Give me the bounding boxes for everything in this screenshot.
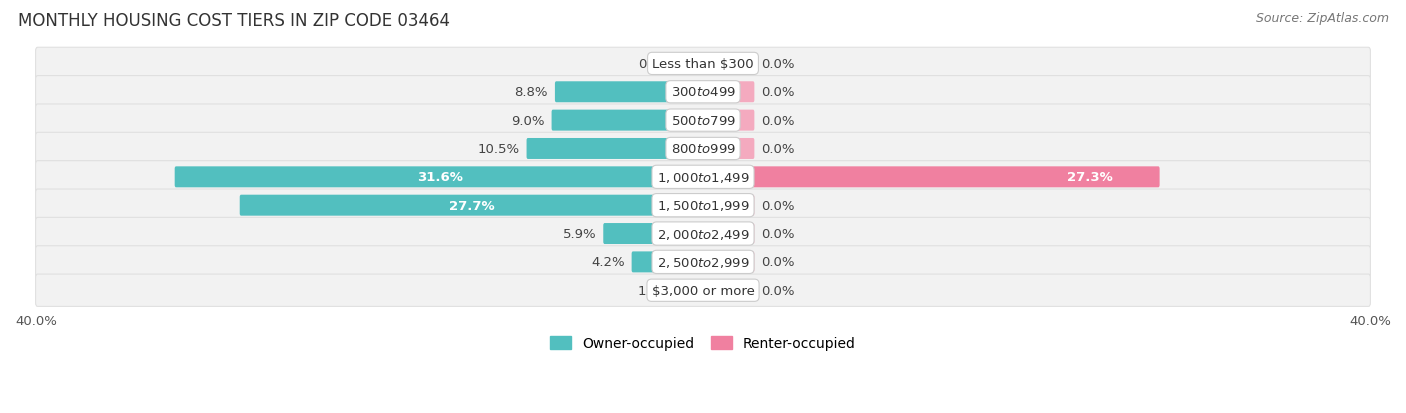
Text: 31.6%: 31.6% — [416, 171, 463, 184]
FancyBboxPatch shape — [35, 246, 1371, 278]
FancyBboxPatch shape — [527, 139, 704, 159]
FancyBboxPatch shape — [603, 223, 704, 244]
FancyBboxPatch shape — [688, 54, 704, 75]
FancyBboxPatch shape — [35, 218, 1371, 250]
FancyBboxPatch shape — [174, 167, 704, 188]
Text: $1,500 to $1,999: $1,500 to $1,999 — [657, 199, 749, 213]
Text: Less than $300: Less than $300 — [652, 58, 754, 71]
Text: $3,000 or more: $3,000 or more — [651, 284, 755, 297]
Text: 27.3%: 27.3% — [1067, 171, 1114, 184]
Text: Source: ZipAtlas.com: Source: ZipAtlas.com — [1256, 12, 1389, 25]
Text: 0.0%: 0.0% — [762, 58, 794, 71]
FancyBboxPatch shape — [555, 82, 704, 103]
Text: $2,000 to $2,499: $2,000 to $2,499 — [657, 227, 749, 241]
FancyBboxPatch shape — [631, 252, 704, 273]
Text: 9.0%: 9.0% — [510, 114, 544, 127]
Text: $500 to $799: $500 to $799 — [671, 114, 735, 127]
FancyBboxPatch shape — [35, 274, 1371, 307]
FancyBboxPatch shape — [702, 167, 1160, 188]
FancyBboxPatch shape — [551, 110, 704, 131]
FancyBboxPatch shape — [35, 76, 1371, 109]
Text: 1.4%: 1.4% — [638, 284, 671, 297]
Text: 4.2%: 4.2% — [591, 256, 624, 269]
FancyBboxPatch shape — [702, 54, 755, 75]
FancyBboxPatch shape — [35, 48, 1371, 81]
FancyBboxPatch shape — [35, 105, 1371, 137]
Text: $800 to $999: $800 to $999 — [671, 142, 735, 156]
FancyBboxPatch shape — [35, 133, 1371, 165]
Text: MONTHLY HOUSING COST TIERS IN ZIP CODE 03464: MONTHLY HOUSING COST TIERS IN ZIP CODE 0… — [18, 12, 450, 30]
Text: 0.0%: 0.0% — [762, 256, 794, 269]
FancyBboxPatch shape — [702, 252, 755, 273]
FancyBboxPatch shape — [702, 82, 755, 103]
Text: 0.0%: 0.0% — [762, 86, 794, 99]
FancyBboxPatch shape — [702, 110, 755, 131]
Text: 0.85%: 0.85% — [638, 58, 681, 71]
Text: 0.0%: 0.0% — [762, 199, 794, 212]
FancyBboxPatch shape — [240, 195, 704, 216]
FancyBboxPatch shape — [35, 190, 1371, 222]
FancyBboxPatch shape — [702, 195, 755, 216]
Text: 27.7%: 27.7% — [450, 199, 495, 212]
Text: $2,500 to $2,999: $2,500 to $2,999 — [657, 255, 749, 269]
Text: $1,000 to $1,499: $1,000 to $1,499 — [657, 171, 749, 184]
FancyBboxPatch shape — [678, 280, 704, 301]
FancyBboxPatch shape — [35, 161, 1371, 194]
FancyBboxPatch shape — [702, 223, 755, 244]
Legend: Owner-occupied, Renter-occupied: Owner-occupied, Renter-occupied — [544, 331, 862, 356]
Text: 10.5%: 10.5% — [478, 142, 520, 156]
Text: 8.8%: 8.8% — [515, 86, 548, 99]
Text: 0.0%: 0.0% — [762, 114, 794, 127]
FancyBboxPatch shape — [702, 280, 755, 301]
Text: $300 to $499: $300 to $499 — [671, 86, 735, 99]
Text: 0.0%: 0.0% — [762, 284, 794, 297]
FancyBboxPatch shape — [702, 139, 755, 159]
Text: 0.0%: 0.0% — [762, 142, 794, 156]
Text: 5.9%: 5.9% — [562, 228, 596, 240]
Text: 0.0%: 0.0% — [762, 228, 794, 240]
